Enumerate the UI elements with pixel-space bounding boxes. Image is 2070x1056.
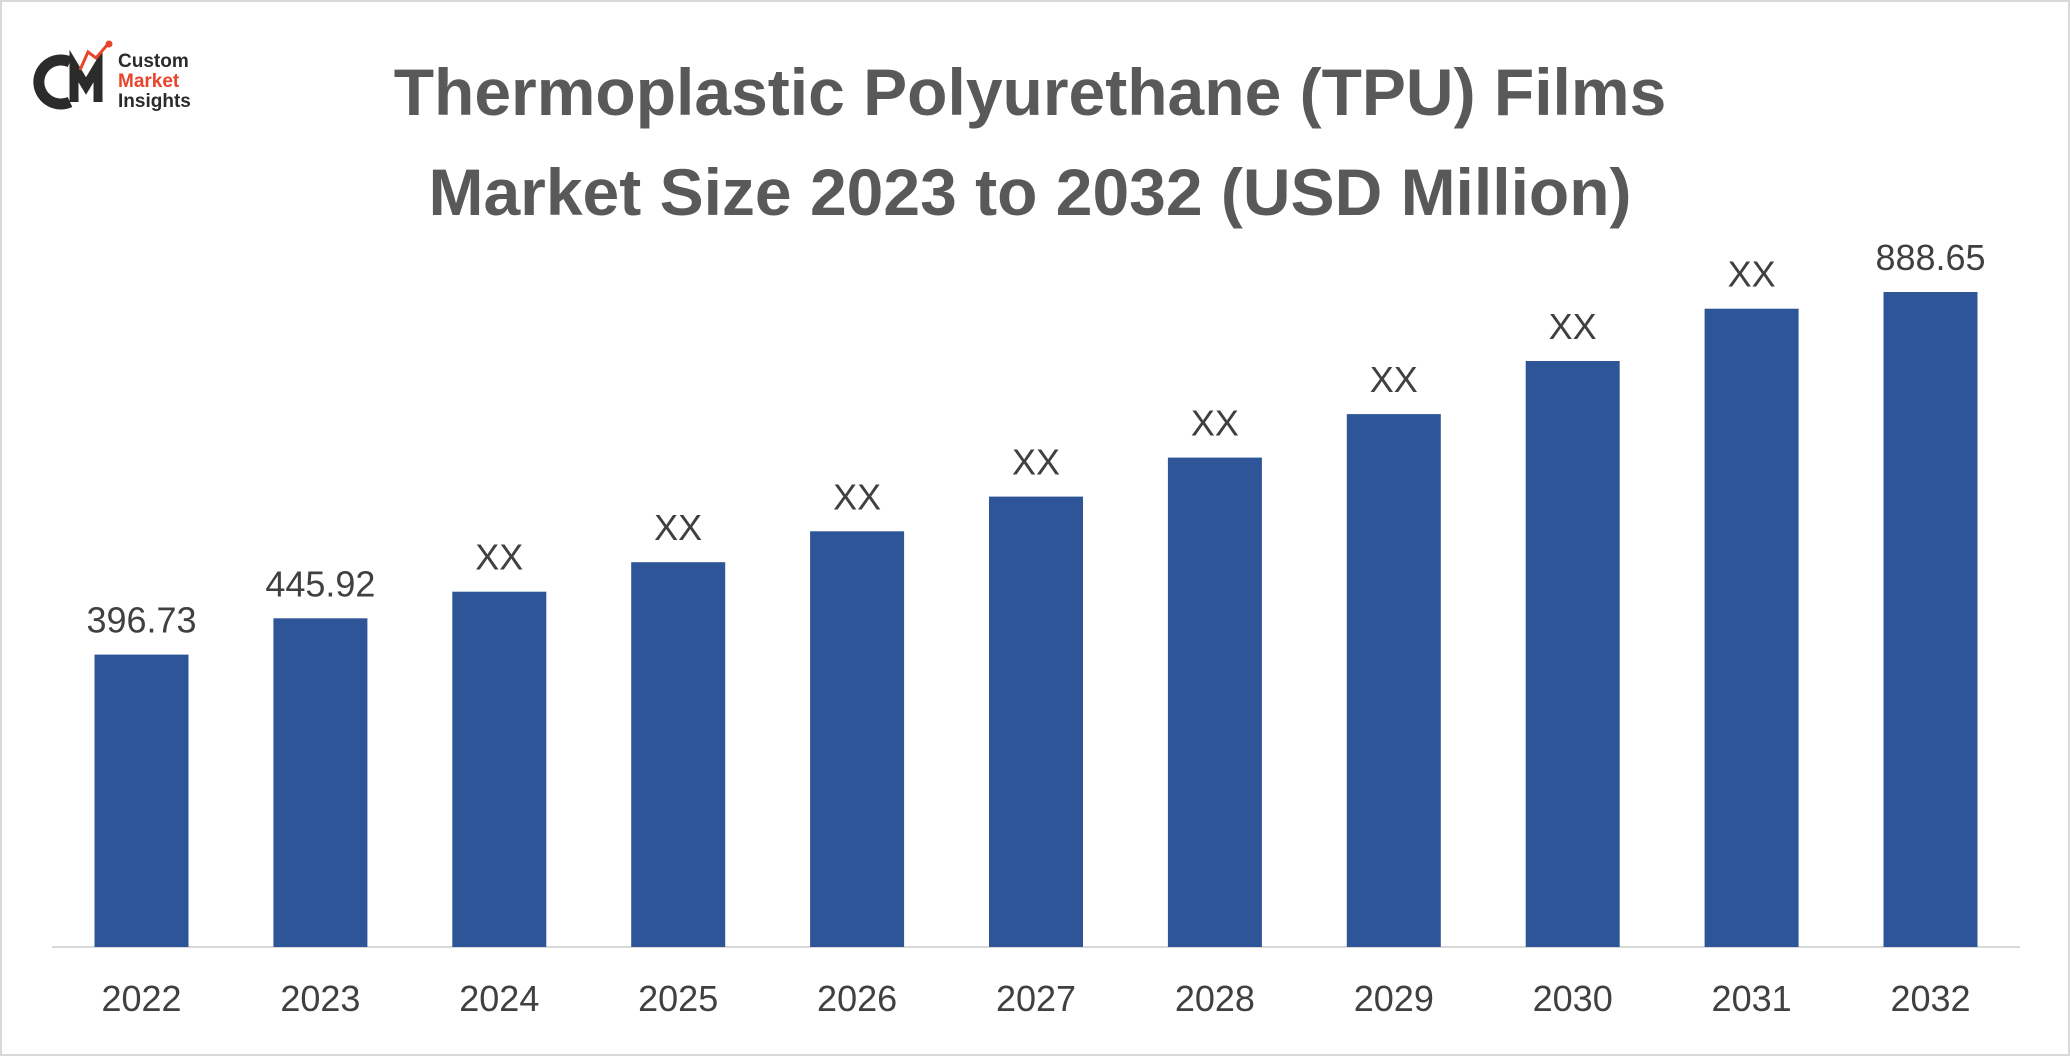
bar-2026 [810,531,905,947]
x-tick-label-2028: 2028 [1175,978,1255,1019]
x-tick-label-2031: 2031 [1712,978,1792,1019]
data-label-2026: XX [833,476,881,517]
x-tick-label-2030: 2030 [1533,978,1613,1019]
bar-2029 [1346,414,1441,948]
x-tick-label-2026: 2026 [817,978,897,1019]
x-tick-label-2025: 2025 [638,978,718,1019]
logo-mark-icon [33,40,113,110]
data-label-2030: XX [1549,306,1597,347]
bar-2024 [452,591,547,947]
x-tick-label-2022: 2022 [101,978,181,1019]
bar-2030 [1525,361,1620,947]
logo-text: Custom Market Insights [118,52,191,112]
data-label-2025: XX [654,507,702,548]
data-label-2024: XX [475,537,523,578]
chart-title-line-1: Thermoplastic Polyurethane (TPU) Films [393,55,1667,129]
bar-2027 [989,496,1083,947]
logo-line-1: Custom [118,51,189,72]
logo-line-3: Insights [118,91,191,112]
bar-2028 [1167,457,1262,947]
x-tick-label-2024: 2024 [459,978,539,1019]
data-label-2022: 396.73 [86,600,196,641]
data-label-2027: XX [1012,442,1060,483]
data-label-2023: 445.92 [265,563,375,604]
company-logo: Custom Market Insights [30,40,230,120]
bar-2022 [94,654,189,947]
bar-2031 [1704,308,1799,947]
x-tick-label-2027: 2027 [996,978,1076,1019]
bar-2025 [631,562,726,947]
data-label-2029: XX [1370,359,1418,400]
x-tick-label-2032: 2032 [1890,978,1970,1019]
logo-line-2: Market [118,71,180,92]
x-tick-label-2023: 2023 [280,978,360,1019]
bar-2023 [273,618,368,947]
data-label-2031: XX [1728,254,1776,295]
x-tick-label-2029: 2029 [1354,978,1434,1019]
data-label-2028: XX [1191,403,1239,444]
chart-title: Thermoplastic Polyurethane (TPU) Films M… [230,42,1830,242]
data-label-2032: 888.65 [1875,237,1985,278]
bar-2032 [1883,292,1978,947]
chart-title-line-2: Market Size 2023 to 2032 (USD Million) [428,155,1632,229]
